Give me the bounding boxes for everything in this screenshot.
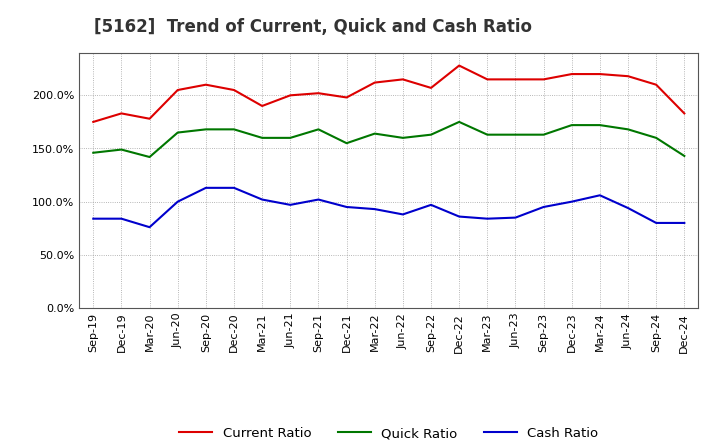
- Current Ratio: [89, 119, 98, 125]
- Quick Ratio: [595, 122, 604, 128]
- Current Ratio: [286, 93, 294, 98]
- Current Ratio: [595, 71, 604, 77]
- Legend: Current Ratio, Quick Ratio, Cash Ratio: Current Ratio, Quick Ratio, Cash Ratio: [174, 422, 604, 440]
- Cash Ratio: [145, 224, 154, 230]
- Current Ratio: [370, 80, 379, 85]
- Quick Ratio: [539, 132, 548, 137]
- Quick Ratio: [258, 135, 266, 140]
- Quick Ratio: [652, 135, 660, 140]
- Cash Ratio: [595, 193, 604, 198]
- Cash Ratio: [230, 185, 238, 191]
- Current Ratio: [427, 85, 436, 91]
- Quick Ratio: [286, 135, 294, 140]
- Current Ratio: [174, 88, 182, 93]
- Cash Ratio: [427, 202, 436, 208]
- Quick Ratio: [427, 132, 436, 137]
- Cash Ratio: [89, 216, 98, 221]
- Quick Ratio: [567, 122, 576, 128]
- Cash Ratio: [680, 220, 688, 226]
- Cash Ratio: [174, 199, 182, 204]
- Quick Ratio: [624, 127, 632, 132]
- Current Ratio: [117, 111, 126, 116]
- Cash Ratio: [455, 214, 464, 219]
- Quick Ratio: [89, 150, 98, 155]
- Current Ratio: [258, 103, 266, 109]
- Quick Ratio: [230, 127, 238, 132]
- Quick Ratio: [342, 140, 351, 146]
- Quick Ratio: [511, 132, 520, 137]
- Quick Ratio: [483, 132, 492, 137]
- Current Ratio: [230, 88, 238, 93]
- Cash Ratio: [342, 204, 351, 209]
- Cash Ratio: [286, 202, 294, 208]
- Quick Ratio: [202, 127, 210, 132]
- Current Ratio: [511, 77, 520, 82]
- Current Ratio: [680, 111, 688, 116]
- Cash Ratio: [567, 199, 576, 204]
- Quick Ratio: [399, 135, 408, 140]
- Line: Cash Ratio: Cash Ratio: [94, 188, 684, 227]
- Current Ratio: [624, 73, 632, 79]
- Quick Ratio: [680, 153, 688, 158]
- Current Ratio: [652, 82, 660, 87]
- Current Ratio: [483, 77, 492, 82]
- Quick Ratio: [145, 154, 154, 160]
- Cash Ratio: [117, 216, 126, 221]
- Cash Ratio: [483, 216, 492, 221]
- Cash Ratio: [314, 197, 323, 202]
- Current Ratio: [455, 63, 464, 68]
- Current Ratio: [567, 71, 576, 77]
- Cash Ratio: [258, 197, 266, 202]
- Current Ratio: [399, 77, 408, 82]
- Line: Quick Ratio: Quick Ratio: [94, 122, 684, 157]
- Cash Ratio: [624, 205, 632, 211]
- Cash Ratio: [370, 206, 379, 212]
- Cash Ratio: [399, 212, 408, 217]
- Quick Ratio: [117, 147, 126, 152]
- Quick Ratio: [174, 130, 182, 135]
- Current Ratio: [314, 91, 323, 96]
- Cash Ratio: [511, 215, 520, 220]
- Current Ratio: [342, 95, 351, 100]
- Quick Ratio: [314, 127, 323, 132]
- Cash Ratio: [539, 204, 548, 209]
- Current Ratio: [539, 77, 548, 82]
- Line: Current Ratio: Current Ratio: [94, 66, 684, 122]
- Current Ratio: [202, 82, 210, 87]
- Cash Ratio: [202, 185, 210, 191]
- Cash Ratio: [652, 220, 660, 226]
- Quick Ratio: [370, 131, 379, 136]
- Current Ratio: [145, 116, 154, 121]
- Quick Ratio: [455, 119, 464, 125]
- Text: [5162]  Trend of Current, Quick and Cash Ratio: [5162] Trend of Current, Quick and Cash …: [94, 18, 531, 36]
